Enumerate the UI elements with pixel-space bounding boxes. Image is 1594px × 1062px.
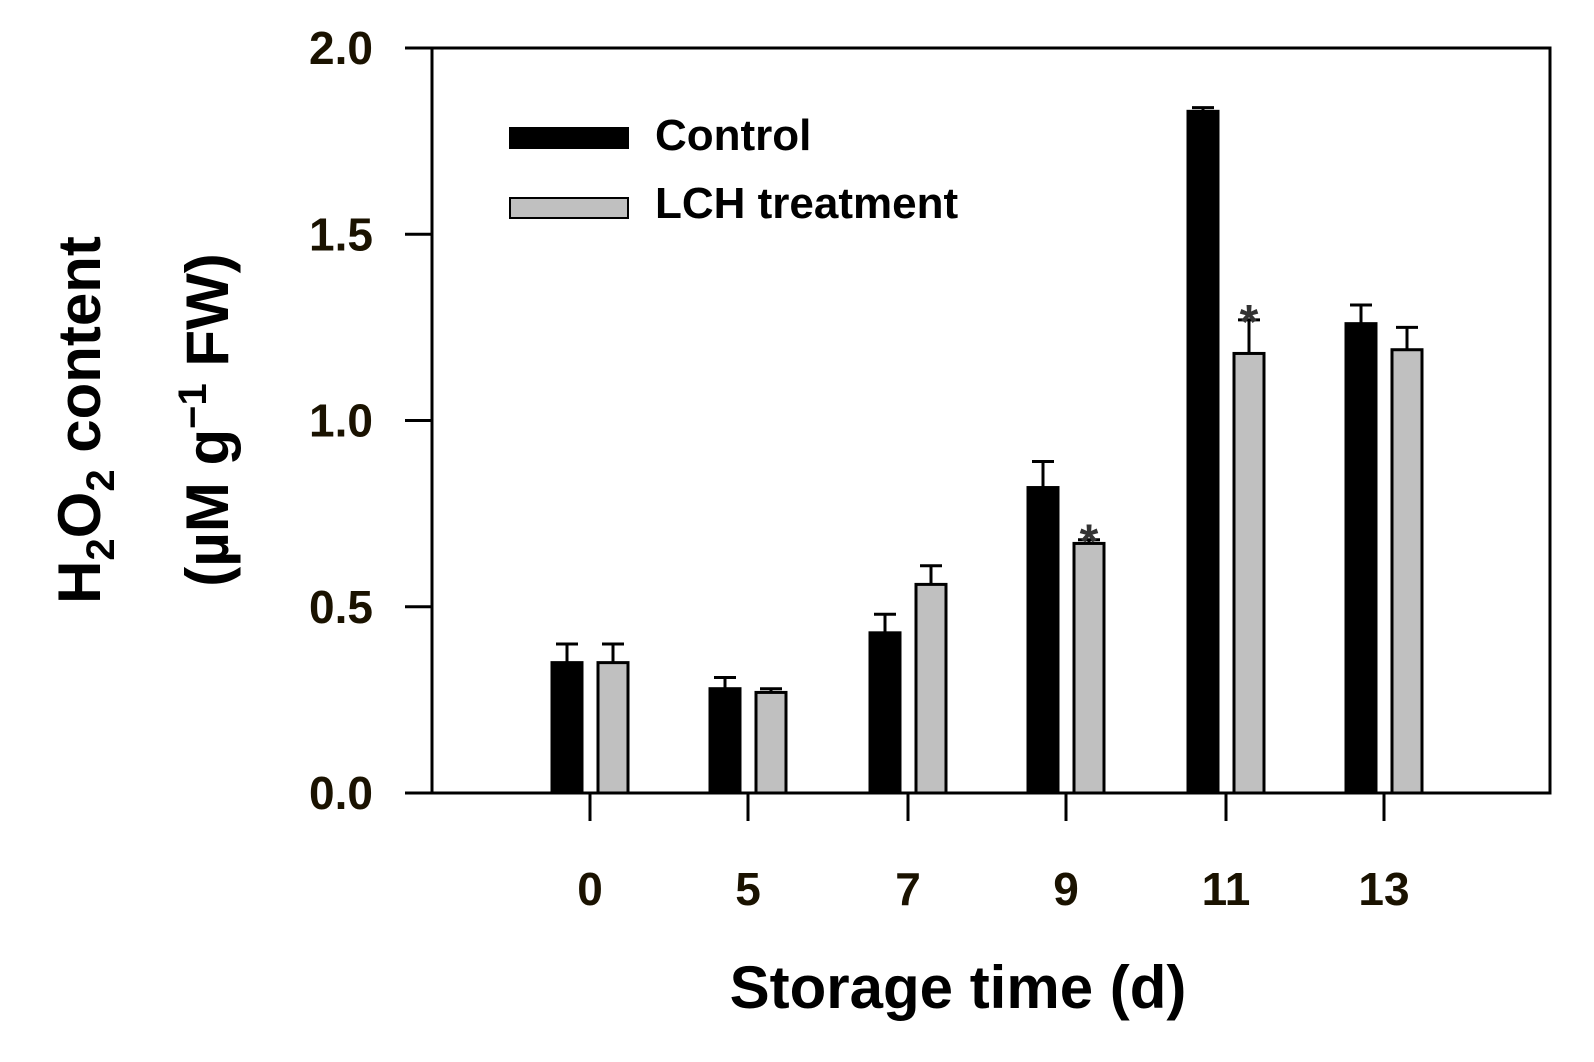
y-tick-label: 1.0 bbox=[309, 395, 373, 447]
legend: Control LCH treatment bbox=[509, 111, 958, 228]
y-axis-title-line2: (µM g−1 FW) bbox=[171, 253, 241, 586]
legend-label-lch: LCH treatment bbox=[655, 179, 958, 228]
y-tick-label: 0.0 bbox=[309, 767, 373, 819]
x-tick-label: 5 bbox=[735, 863, 761, 915]
bar-lch-treatment bbox=[1232, 351, 1266, 795]
legend-label-control: Control bbox=[655, 111, 811, 160]
bar-control bbox=[550, 661, 584, 795]
legend-swatch-lch bbox=[509, 197, 629, 219]
y-tick-label: 0.5 bbox=[309, 581, 373, 633]
x-axis: 0 5 7 9 11 13 bbox=[577, 793, 1410, 915]
y-axis: 0.0 0.5 1.0 1.5 2.0 bbox=[309, 22, 432, 819]
bar-lch-treatment bbox=[914, 582, 948, 795]
bars bbox=[550, 106, 1424, 795]
bar-control bbox=[1026, 486, 1060, 795]
y-axis-title: H2O2 content bbox=[46, 236, 123, 604]
bar-lch-treatment bbox=[1072, 541, 1106, 795]
significance-asterisk: * bbox=[1240, 296, 1259, 349]
x-tick-label: 13 bbox=[1358, 863, 1409, 915]
bar-lch-treatment bbox=[754, 690, 788, 795]
y-axis-title-units: (µM g−1 FW) bbox=[171, 253, 241, 586]
y-tick-label: 1.5 bbox=[309, 208, 373, 260]
y-axis-title-line1: H2O2 content bbox=[46, 236, 123, 604]
bar-control bbox=[708, 687, 742, 795]
x-tick-label: 7 bbox=[895, 863, 921, 915]
x-tick-label: 9 bbox=[1053, 863, 1079, 915]
bar-control bbox=[1344, 322, 1378, 795]
legend-swatch-control bbox=[509, 127, 629, 149]
bar-control bbox=[868, 631, 902, 795]
y-tick-label: 2.0 bbox=[309, 22, 373, 74]
bar-lch-treatment bbox=[1390, 348, 1424, 795]
bar-control bbox=[1186, 109, 1220, 795]
x-tick-label: 11 bbox=[1202, 863, 1251, 915]
x-axis-title: Storage time (d) bbox=[730, 954, 1187, 1021]
x-tick-label: 0 bbox=[577, 863, 603, 915]
significance-asterisk: * bbox=[1080, 516, 1099, 569]
bar-lch-treatment bbox=[596, 661, 630, 795]
significance-markers: ** bbox=[1080, 296, 1259, 569]
